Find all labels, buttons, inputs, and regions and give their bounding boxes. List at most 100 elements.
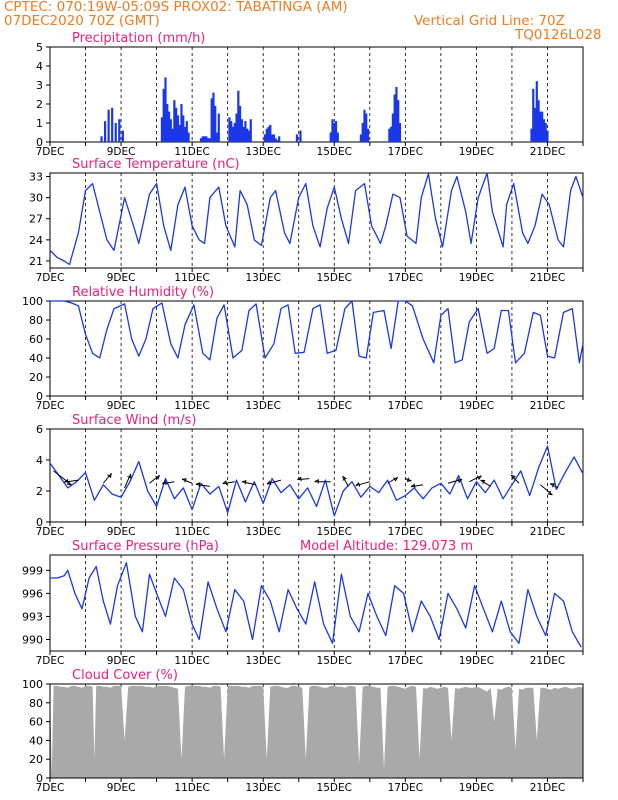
y-tick-label: 999 [22,564,43,577]
precip-bar [240,119,243,142]
x-tick-label: 21DEC [530,655,565,667]
wind-vector-head [182,478,187,483]
wind-vector-head [195,482,201,487]
y-tick-label: 0 [36,516,43,529]
x-tick-label: 11DEC [174,400,209,412]
precip-bar [100,136,103,142]
wind-vector [447,478,463,484]
wind-vector [510,474,520,484]
wind-vector-head [510,474,516,480]
precip-bar [334,121,338,142]
wind-vector [124,473,132,489]
precip-bar [539,111,542,142]
precip-bar [164,77,167,142]
y-tick-label: 996 [22,587,43,600]
x-tick-label: 15DEC [317,400,352,412]
precip-bar [207,138,210,142]
y-tick-label: 0 [36,772,43,785]
x-tick-label: 21DEC [530,782,565,794]
x-tick-label: 15DEC [317,272,352,284]
precip-bar [272,134,275,142]
precip-bar [176,115,180,142]
header-grid-line-note: Vertical Grid Line: 70Z [414,13,565,29]
y-tick-label: 990 [22,633,43,646]
precip-bar [295,134,299,142]
y-tick-label: 80 [29,314,43,327]
x-tick-label: 19DEC [459,146,494,158]
precip-bar [278,136,281,142]
y-tick-label: 40 [29,734,43,747]
cloud-cover-area [50,685,583,778]
x-tick-label: 13DEC [245,400,280,412]
wind-vector-head [66,480,72,486]
x-tick-label: 15DEC [317,782,352,794]
x-tick-label: 21DEC [530,272,565,284]
precip-bar [246,128,249,142]
precip-bar [265,128,268,142]
precip-bar [167,111,171,142]
precip-bar [331,119,334,142]
x-tick-label: 19DEC [459,400,494,412]
precip-bar [365,113,368,142]
precip-bar [187,132,190,142]
cloud-panel: 0 20 40 60 80 100 7DEC 9DEC 11DEC 13DEC 15DEC 17DEC… [22,668,584,794]
precipitation-panel: 0 1 2 3 4 5 7DEC 9DEC 11DEC 13DEC 15DEC 17DEC 19DEC 2… [36,31,584,158]
precip-bar [329,132,332,142]
header-station-line: CPTEC: 070:19W-05:09S PROX02: TABATINGA … [4,0,348,15]
x-tick-label: 11DEC [174,526,209,538]
precip-bar [391,113,394,142]
precip-bar [233,123,236,142]
wind-vector-head [266,480,272,486]
precip-bar [239,105,242,142]
precip-bar [228,117,231,142]
precip-bar [263,134,267,142]
y-tick-label: 2 [36,485,43,498]
pressure-panel: 990 993 996 999 7DEC 9DEC 11DEC 13DEC 15DEC 17DEC… [22,539,584,667]
precip-bar [212,92,215,142]
y-tick-label: 6 [36,423,43,436]
precip-bar [182,115,185,142]
precip-bar [166,104,169,142]
precip-bar [541,111,544,142]
y-tick-label: 20 [29,753,43,766]
wind-vector-head [547,490,553,496]
precip-bar [235,113,238,142]
precip-bar [210,98,213,142]
wind-vector [102,472,112,484]
precip-bar [107,109,110,142]
x-tick-label: 21DEC [530,526,565,538]
precip-bar [121,130,124,142]
wind-vector-head [480,479,486,485]
humidity-panel: 0 20 40 60 80 100 7DEC 9DEC 11DEC 13DEC 15DEC 17DEC… [22,285,584,412]
wind-vector-head [314,478,319,484]
temperature-line [49,172,584,266]
humidity-line [50,300,584,364]
y-tick-label: 60 [29,716,43,729]
wind-vector [469,475,482,483]
precip-bar [199,138,203,142]
pressure-frame [49,554,584,652]
y-tick-label: 100 [22,295,43,308]
precip-bar [205,136,208,142]
wind-vector [411,484,424,488]
precip-bar [398,123,402,142]
humidity-frame [49,300,584,397]
wind-vector-head [406,477,412,482]
y-tick-label: 30 [29,192,43,205]
precip-bar [366,128,370,142]
precip-bar [103,121,107,142]
pressure-annotation: Model Altitude: 129.073 m [300,539,473,554]
temperature-panel: 21 24 27 30 33 7DEC 9DEC 11DEC 13DEC 15DEC 17DEC 19… [29,157,584,284]
temperature-title: Surface Temperature (nC) [72,157,240,172]
precip-bar [267,126,270,142]
precip-bar [183,126,187,142]
precip-bar [359,134,363,142]
x-tick-label: 21DEC [530,400,565,412]
wind-vector [241,481,257,486]
wind-vector-head [107,473,112,479]
precip-bar [269,124,272,142]
wind-vector [64,479,79,483]
x-tick-label: 15DEC [317,526,352,538]
wind-vector [297,478,310,481]
precip-bar [180,104,183,142]
